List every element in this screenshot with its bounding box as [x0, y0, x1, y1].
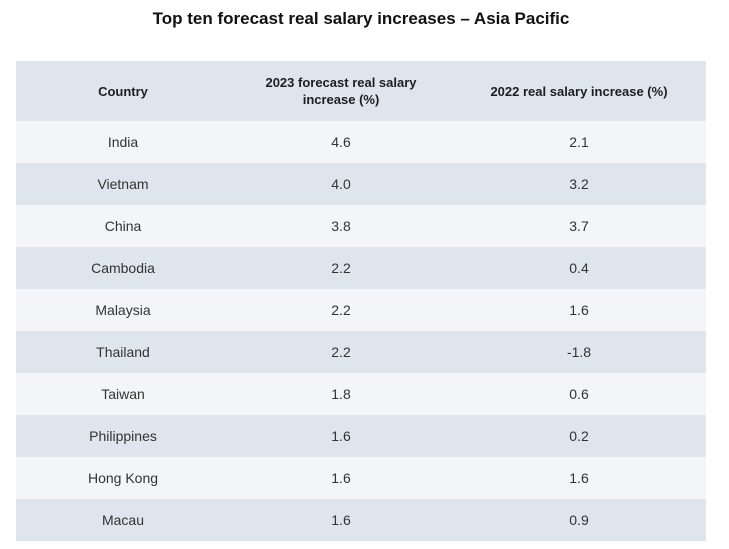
table-row: Malaysia 2.2 1.6 [16, 289, 706, 331]
cell-country: Hong Kong [16, 457, 230, 499]
cell-country: China [16, 205, 230, 247]
header-row: Country 2023 forecast real salary increa… [16, 61, 706, 121]
table-row: India 4.6 2.1 [16, 121, 706, 163]
cell-country: Macau [16, 499, 230, 541]
table-row: Macau 1.6 0.9 [16, 499, 706, 541]
cell-country: Cambodia [16, 247, 230, 289]
table-row: Philippines 1.6 0.2 [16, 415, 706, 457]
cell-forecast-2023: 2.2 [230, 331, 452, 373]
column-header-country: Country [16, 61, 230, 121]
cell-actual-2022: 3.7 [452, 205, 706, 247]
cell-actual-2022: 0.2 [452, 415, 706, 457]
cell-forecast-2023: 1.6 [230, 415, 452, 457]
cell-country: Vietnam [16, 163, 230, 205]
cell-actual-2022: 1.6 [452, 289, 706, 331]
table-body: India 4.6 2.1 Vietnam 4.0 3.2 China 3.8 3.7 Cambo… [16, 121, 706, 541]
cell-forecast-2023: 1.6 [230, 457, 452, 499]
table-row: Cambodia 2.2 0.4 [16, 247, 706, 289]
cell-actual-2022: 0.6 [452, 373, 706, 415]
column-header-forecast-2023: 2023 forecast real salary increase (%) [230, 61, 452, 121]
table-row: Taiwan 1.8 0.6 [16, 373, 706, 415]
cell-forecast-2023: 2.2 [230, 247, 452, 289]
cell-actual-2022: 3.2 [452, 163, 706, 205]
cell-country: India [16, 121, 230, 163]
cell-forecast-2023: 4.0 [230, 163, 452, 205]
cell-country: Philippines [16, 415, 230, 457]
cell-actual-2022: 1.6 [452, 457, 706, 499]
cell-actual-2022: 0.4 [452, 247, 706, 289]
column-header-actual-2022: 2022 real salary increase (%) [452, 61, 706, 121]
table-row: China 3.8 3.7 [16, 205, 706, 247]
cell-country: Malaysia [16, 289, 230, 331]
cell-actual-2022: 2.1 [452, 121, 706, 163]
table-title: Top ten forecast real salary increases –… [152, 9, 570, 28]
table-row: Vietnam 4.0 3.2 [16, 163, 706, 205]
cell-forecast-2023: 4.6 [230, 121, 452, 163]
cell-forecast-2023: 3.8 [230, 205, 452, 247]
cell-country: Taiwan [16, 373, 230, 415]
table-row: Hong Kong 1.6 1.6 [16, 457, 706, 499]
table-row: Thailand 2.2 -1.8 [16, 331, 706, 373]
cell-forecast-2023: 1.6 [230, 499, 452, 541]
cell-actual-2022: 0.9 [452, 499, 706, 541]
cell-country: Thailand [16, 331, 230, 373]
salary-table: Country 2023 forecast real salary increa… [16, 61, 706, 541]
cell-forecast-2023: 2.2 [230, 289, 452, 331]
cell-forecast-2023: 1.8 [230, 373, 452, 415]
cell-actual-2022: -1.8 [452, 331, 706, 373]
